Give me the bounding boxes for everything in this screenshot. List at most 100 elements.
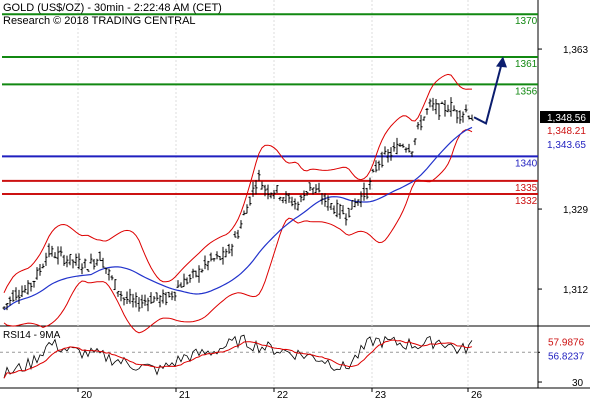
- price-bar: [32, 280, 36, 288]
- price-bar: [128, 288, 132, 304]
- price-bar: [263, 184, 267, 197]
- price-bar: [431, 97, 435, 111]
- price-bar: [269, 192, 273, 199]
- price-bar: [119, 290, 123, 302]
- level-label: 1370: [515, 16, 538, 27]
- price-bar: [188, 274, 192, 283]
- price-bar: [8, 296, 12, 306]
- price-bar: [434, 98, 438, 115]
- price-bar: [131, 293, 135, 308]
- price-bar: [239, 220, 243, 229]
- price-bar: [278, 196, 282, 201]
- price-bar: [353, 198, 357, 208]
- price-bar: [311, 187, 315, 195]
- price-bar: [257, 169, 261, 181]
- price-bar: [227, 243, 231, 254]
- price-bar: [140, 294, 144, 309]
- price-bar: [170, 291, 174, 301]
- price-bar: [236, 229, 240, 239]
- forecast-arrowhead: [496, 56, 507, 68]
- level-label: 1332: [515, 196, 538, 207]
- price-bar: [146, 297, 150, 312]
- price-bar: [44, 252, 48, 266]
- price-bar: [308, 182, 312, 192]
- rsi-ma-line: [3, 339, 473, 379]
- chart-title: GOLD (US$/OZ) - 30min - 2:22:48 AM (CET): [3, 2, 222, 14]
- price-bar: [134, 292, 138, 308]
- level-label: 1361: [515, 59, 538, 70]
- price-bar: [68, 253, 72, 266]
- price-bar: [317, 182, 321, 193]
- price-bar: [398, 142, 402, 147]
- price-bar: [80, 263, 84, 275]
- rsi-value-tag: 56.8237: [548, 351, 585, 362]
- price-bar: [179, 282, 183, 288]
- price-bar: [113, 279, 117, 291]
- price-bar: [59, 246, 63, 257]
- price-bar: [443, 100, 447, 117]
- price-bar: [260, 181, 264, 190]
- y-tick-label: 1,363: [563, 45, 588, 56]
- price-bar: [407, 143, 411, 153]
- price-bar: [416, 122, 420, 130]
- price-bar: [284, 191, 288, 204]
- rsi-value-tag: 57.9876: [548, 337, 585, 348]
- price-bar: [191, 268, 195, 279]
- price-bar: [242, 210, 246, 216]
- price-bar: [386, 149, 390, 163]
- price-bar: [467, 115, 471, 120]
- price-bar: [329, 202, 333, 210]
- price-bar: [47, 243, 51, 258]
- price-bar: [347, 207, 351, 218]
- price-bar: [173, 291, 177, 301]
- price-bar: [53, 252, 57, 259]
- price-bar: [461, 111, 465, 123]
- price-bar: [371, 168, 375, 173]
- price-bar: [176, 280, 180, 288]
- price-tag-box: [539, 123, 590, 137]
- price-bar: [62, 254, 66, 266]
- price-bar: [275, 185, 279, 193]
- price-bar: [2, 306, 6, 310]
- price-bar: [86, 269, 90, 272]
- price-bar: [470, 114, 474, 121]
- price-bar: [446, 104, 450, 113]
- price-tag: 1,343.65: [547, 140, 586, 151]
- price-bar: [395, 137, 399, 155]
- price-bar: [206, 260, 210, 271]
- rsi-line: [3, 334, 473, 379]
- x-tick-label: 20: [81, 390, 93, 400]
- y-tick-label: 1,329: [563, 205, 588, 216]
- price-bar: [149, 292, 153, 304]
- price-bar: [71, 259, 75, 269]
- price-bar: [464, 104, 468, 113]
- price-bar: [161, 289, 165, 304]
- price-bar: [410, 151, 414, 158]
- x-tick-label: 22: [277, 390, 289, 400]
- price-bar: [332, 205, 336, 215]
- price-bar: [110, 275, 114, 281]
- price-bar: [200, 268, 204, 273]
- level-label: 1340: [515, 158, 538, 169]
- price-bar: [26, 280, 30, 295]
- price-bar: [368, 177, 372, 190]
- price-bar: [125, 291, 129, 304]
- price-bar: [335, 199, 339, 218]
- price-bar: [50, 245, 54, 257]
- price-bar: [194, 270, 198, 278]
- bollinger-upper: [3, 73, 472, 294]
- price-bar: [350, 200, 354, 210]
- price-bar: [323, 193, 327, 207]
- price-bar: [401, 143, 405, 148]
- price-bar: [89, 253, 93, 264]
- price-bar: [248, 196, 252, 206]
- price-bar: [167, 291, 171, 298]
- price-bar: [254, 180, 258, 195]
- price-bar: [221, 246, 225, 265]
- price-bar: [203, 255, 207, 270]
- level-label: 1335: [515, 183, 538, 194]
- price-bar: [14, 287, 18, 301]
- price-bar: [164, 292, 168, 306]
- price-bar: [299, 194, 303, 203]
